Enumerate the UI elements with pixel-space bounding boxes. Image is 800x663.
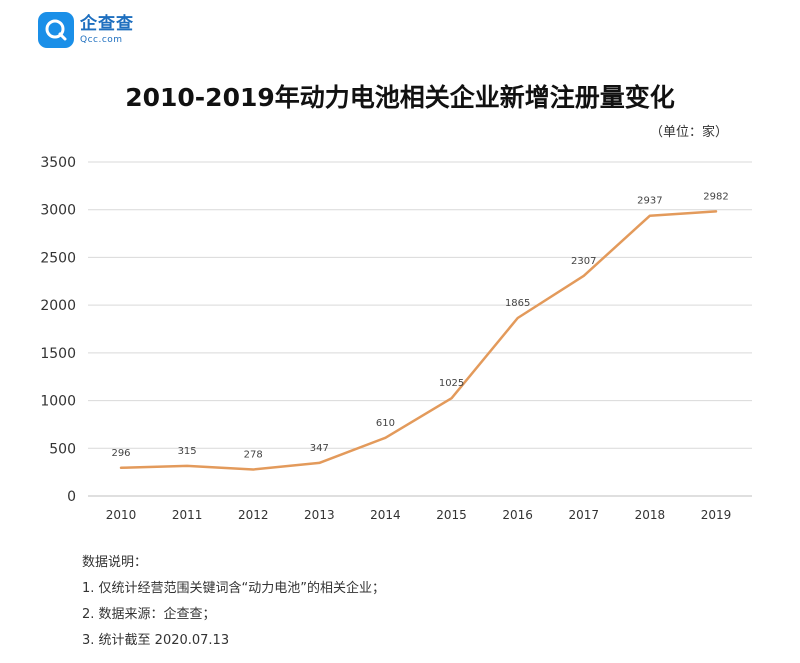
x-tick-label: 2014: [370, 508, 401, 522]
unit-label: （单位：家）: [649, 125, 728, 140]
y-tick-label: 1500: [40, 346, 76, 362]
x-tick-label: 2012: [238, 508, 269, 522]
y-tick-label: 500: [49, 441, 76, 457]
x-tick-label: 2016: [502, 508, 533, 522]
note-item-2: 2. 数据来源：企查查；: [82, 607, 216, 622]
series-line: [119, 210, 718, 471]
y-tick-label: 1000: [40, 394, 76, 410]
data-label: 315: [178, 446, 197, 457]
y-tick-label: 2000: [40, 298, 76, 314]
data-label: 1865: [505, 298, 530, 309]
x-tick-label: 2013: [304, 508, 335, 522]
data-notes: 数据说明： 1. 仅统计经营范围关键词含“动力电池”的相关企业； 2. 数据来源…: [82, 550, 385, 654]
data-label: 296: [111, 448, 130, 459]
y-tick-label: 3500: [40, 155, 76, 171]
qcc-logo-icon: [38, 12, 74, 48]
data-label: 278: [244, 449, 263, 460]
brand-name: 企查查: [80, 13, 134, 34]
data-label: 2982: [703, 191, 728, 202]
x-tick-label: 2017: [569, 508, 600, 522]
data-label: 2307: [571, 256, 596, 267]
notes-heading: 数据说明：: [82, 555, 148, 570]
brand-logo: 企查查 Qcc.com: [38, 12, 134, 48]
y-tick-label: 0: [67, 489, 76, 505]
y-tick-label: 2500: [40, 250, 76, 266]
note-item-1: 1. 仅统计经营范围关键词含“动力电池”的相关企业；: [82, 581, 386, 596]
chart-title: 2010-2019年动力电池相关企业新增注册量变化: [125, 83, 675, 112]
data-label: 347: [310, 443, 329, 454]
x-tick-label: 2018: [635, 508, 666, 522]
data-label: 1025: [439, 378, 464, 389]
x-tick-label: 2011: [172, 508, 203, 522]
x-tick-label: 2010: [106, 508, 137, 522]
data-label: 2937: [637, 196, 662, 207]
x-tick-label: 2015: [436, 508, 467, 522]
data-label: 610: [376, 418, 395, 429]
x-tick-label: 2019: [701, 508, 732, 522]
y-tick-label: 3000: [40, 203, 76, 219]
note-item-3: 3. 统计截至 2020.07.13: [82, 633, 230, 648]
brand-domain: Qcc.com: [80, 34, 123, 45]
